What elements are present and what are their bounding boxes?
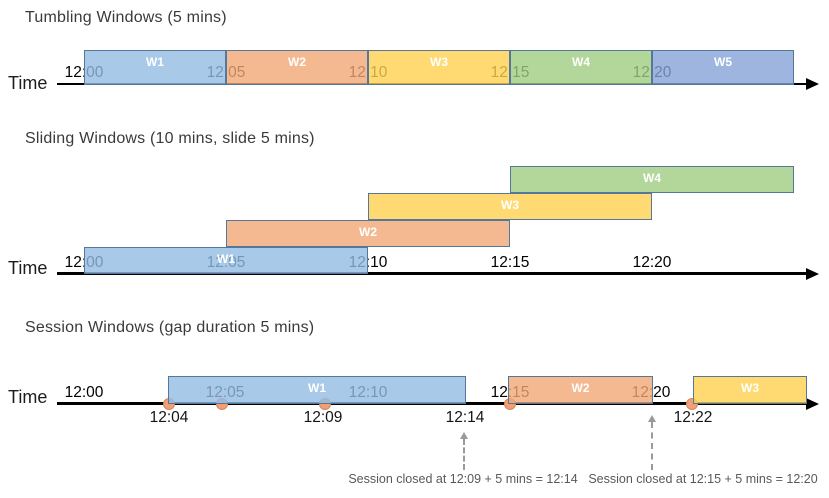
tumbling-windows-title: Tumbling Windows (5 mins): [25, 9, 227, 26]
window-label-w5: W5: [714, 55, 732, 69]
window-bar-w5: [652, 50, 794, 85]
event-time-label: 12:04: [149, 409, 189, 426]
dashed-arrowhead-icon: [648, 415, 656, 422]
window-label-w1: W1: [308, 381, 326, 395]
window-label-w2: W2: [288, 55, 306, 69]
time-axis-label-sliding: Time: [8, 258, 48, 278]
window-label-w3: W3: [501, 198, 519, 212]
window-bar-w1: [84, 247, 368, 274]
window-label-w2: W2: [571, 381, 590, 395]
window-label-w4: W4: [572, 55, 590, 69]
window-bar-w4: [510, 50, 652, 85]
session-closed-annotation: Session closed at 12:09 + 5 mins = 12:14: [348, 472, 578, 486]
window-bar-w4: [510, 166, 794, 193]
window-bar-w1: [84, 50, 226, 85]
window-bar-w1: [168, 376, 466, 404]
tick-label: 12:15: [490, 254, 530, 271]
dashed-arrowhead-icon: [460, 432, 468, 439]
tick-label: 12:00: [64, 384, 104, 401]
window-bar-w3: [693, 376, 807, 404]
axis-arrowhead-icon: [806, 78, 819, 90]
time-axis-label-session: Time: [8, 387, 48, 407]
dashed-arrow: [463, 439, 465, 470]
session-windows-title: Session Windows (gap duration 5 mins): [25, 319, 315, 336]
tick-label: 12:20: [632, 254, 672, 271]
window-bar-w3: [368, 50, 510, 85]
window-label-w3: W3: [741, 381, 759, 395]
sliding-windows-title: Sliding Windows (10 mins, slide 5 mins): [25, 130, 315, 147]
axis-arrowhead-icon: [806, 398, 819, 410]
window-label-w3: W3: [430, 55, 448, 69]
window-bar-w3: [368, 193, 652, 220]
event-time-label: 12:22: [673, 409, 713, 426]
window-label-w4: W4: [643, 171, 661, 185]
window-label-w1: W1: [146, 55, 164, 69]
event-time-label: 12:09: [303, 409, 343, 426]
event-time-label: 12:14: [445, 409, 485, 426]
window-label-w1: W1: [217, 252, 235, 266]
window-label-w2: W2: [359, 225, 377, 239]
dashed-arrow: [651, 422, 653, 470]
window-bar-w2: [226, 50, 368, 85]
window-bar-w2: [508, 376, 653, 404]
axis-arrowhead-icon: [806, 268, 819, 280]
session-closed-annotation: Session closed at 12:15 + 5 mins = 12:20: [588, 472, 818, 486]
time-axis-label-tumbling: Time: [8, 73, 48, 93]
timeline-axis: [57, 272, 806, 275]
window-bar-w2: [226, 220, 510, 247]
